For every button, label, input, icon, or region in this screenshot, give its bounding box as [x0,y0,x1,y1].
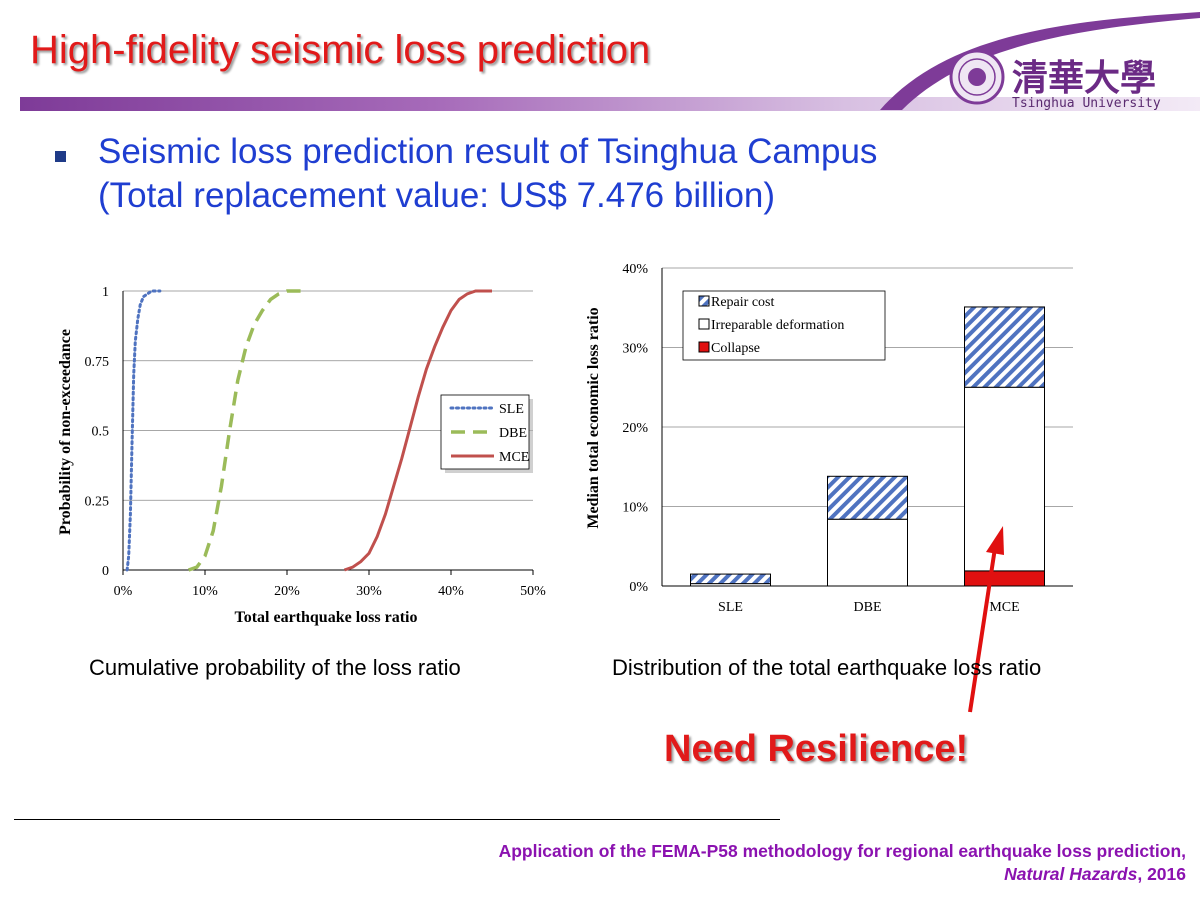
line-chart-xtick: 0% [114,584,133,599]
logo-chinese-text: 清華大學 [1012,57,1156,99]
bar-chart-legend: Repair cost Irreparable deformation Collap… [682,290,886,361]
bar-segment-dbe-repair-cost [827,475,908,520]
bullet-line-2: (Total replacement value: US$ 7.476 bill… [98,176,776,215]
bullet-text: Seismic loss prediction result of Tsingh… [98,130,1098,218]
bar-chart: 0% 10% 20% 30% 40% SLE DBE MCE Median total eco… [585,262,1073,615]
line-chart-ytick: 0 [102,564,109,579]
legend-swatch-collapse [698,341,710,353]
bar-segment-sle-repair-cost [690,573,771,585]
line-chart-legend: SLE DBE MCE [440,394,533,473]
bar-chart-ytick: 20% [622,421,648,436]
reference-year: , 2016 [1137,864,1186,884]
bar-chart-ytick: 0% [629,580,648,595]
legend-label-sle: SLE [499,402,524,417]
bar-segment-mce-collapse [964,570,1045,587]
bar-segment-dbe-irreparable-deformation [827,518,908,587]
bar-chart-ytick: 40% [622,262,648,277]
caption-right: Distribution of the total earthquake los… [612,655,1042,680]
bar-chart-ytick: 10% [622,501,648,516]
caption-left: Cumulative probability of the loss ratio [89,655,461,680]
bar-segment-mce-irreparable-deformation [964,386,1045,572]
line-chart-ytick: 0.75 [85,355,110,370]
line-chart-ytick: 0.25 [85,494,110,509]
reference-journal: Natural Hazards [1004,864,1138,884]
line-chart-ylabel: Probability of non-exceedance [57,329,74,535]
series-line-sle [125,289,162,572]
bar-chart-ytick: 30% [622,342,648,357]
legend-swatch-irreparable-deformation [698,318,710,330]
bullet-line-1: Seismic loss prediction result of Tsingh… [98,132,878,171]
line-chart-ytick: 0.5 [92,425,110,440]
bar-chart-ylabel: Median total economic loss ratio [585,307,602,528]
line-chart-xtick: 50% [520,584,546,599]
line-chart-ytick: 1 [102,285,109,300]
reference-divider [14,819,780,820]
line-chart-xtick: 30% [356,584,382,599]
legend-label-mce: MCE [499,450,529,465]
reference-line-2: Natural Hazards, 2016 [1004,864,1186,885]
series-line-mce [343,289,492,572]
need-resilience-callout: Need Resilience! [664,728,969,770]
legend-label-repair-cost: Repair cost [711,295,774,310]
legend-label-collapse: Collapse [711,341,760,356]
slide-title: High-fidelity seismic loss prediction [30,28,651,72]
bar-chart-xtick: MCE [989,600,1019,615]
callout-arrow [968,526,1004,713]
line-chart-xtick: 10% [192,584,218,599]
legend-label-irreparable-deformation: Irreparable deformation [711,318,844,333]
legend-swatch-repair-cost [698,295,710,307]
line-chart-xtick: 40% [438,584,464,599]
series-line-dbe [188,289,304,572]
bullet-square-icon [55,151,66,162]
bar-chart-xtick: SLE [718,600,743,615]
line-chart-xtick: 20% [274,584,300,599]
tsinghua-logo: 清華大學 Tsinghua University [880,12,1200,110]
line-chart-xlabel: Total earthquake loss ratio [235,609,418,626]
legend-label-dbe: DBE [499,426,527,441]
bar-segment-mce-repair-cost [964,306,1045,388]
bar-chart-xtick: DBE [854,600,882,615]
logo-english-text: Tsinghua University [1012,96,1161,110]
reference-line-1: Application of the FEMA-P58 methodology … [498,841,1186,861]
